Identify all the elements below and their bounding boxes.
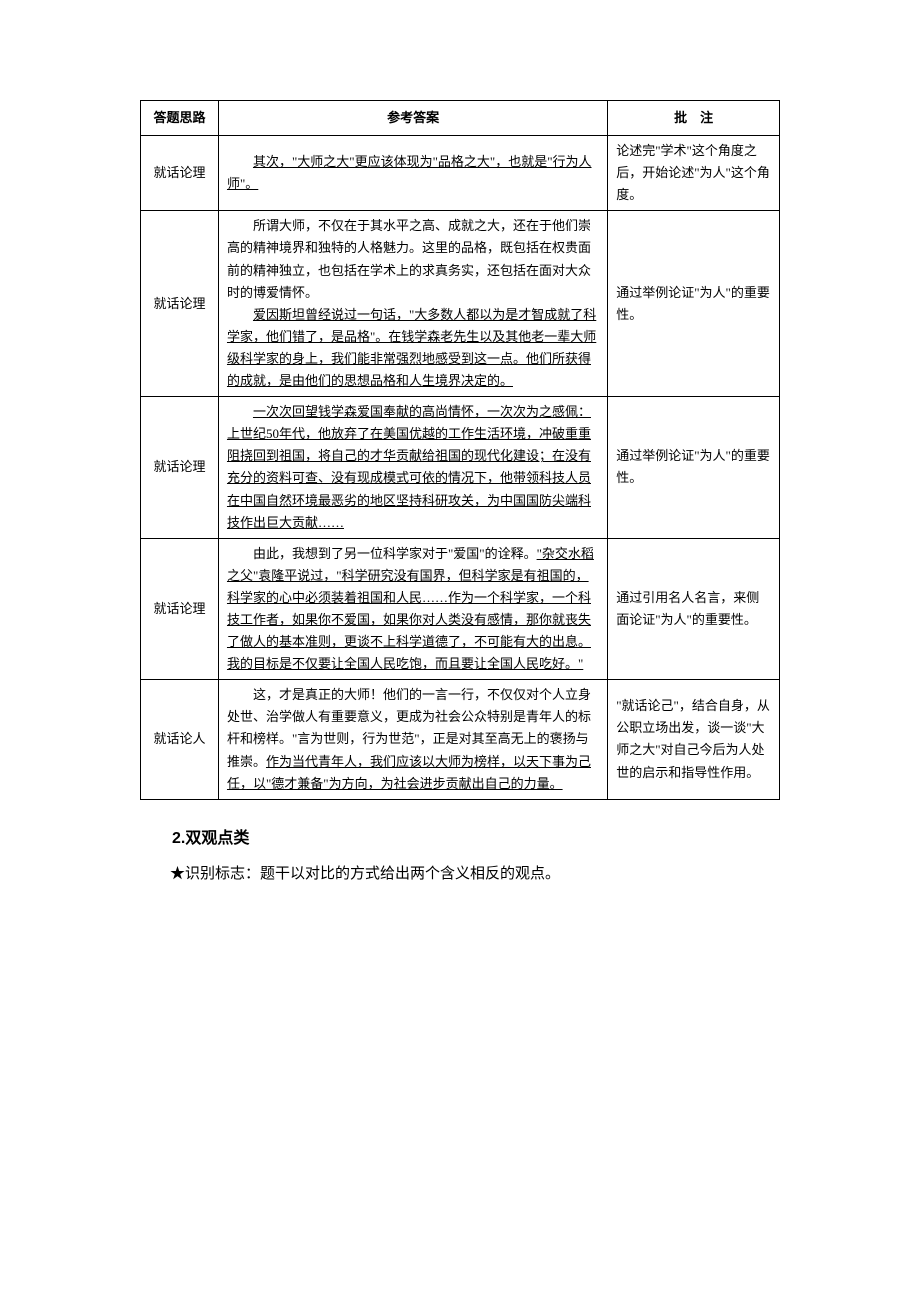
table-row: 就话论理 由此，我想到了另一位科学家对于"爱国"的诠释。"杂交水稻之父"袁隆平说… (141, 538, 780, 680)
section-heading: 2.双观点类 (140, 824, 780, 848)
header-answer: 参考答案 (218, 101, 607, 136)
header-thought: 答题思路 (141, 101, 219, 136)
cell-answer: 一次次回望钱学森爱国奉献的高尚情怀，一次次为之感佩：上世纪50年代，他放弃了在美… (218, 397, 607, 539)
header-note: 批 注 (608, 101, 780, 136)
answer-pre: 由此，我想到了另一位科学家对于"爱国"的诠释。 (253, 546, 537, 561)
table-row: 就话论理 一次次回望钱学森爱国奉献的高尚情怀，一次次为之感佩：上世纪50年代，他… (141, 397, 780, 539)
cell-thought: 就话论理 (141, 211, 219, 397)
table-row: 就话论理 其次，"大师之大"更应该体现为"品格之大"，也就是"行为人师"。 论述… (141, 136, 780, 211)
answer-underline: "杂交水稻之父"袁隆平说过，"科学研究没有国界，但科学家是有祖国的，科学家的心中… (227, 546, 594, 671)
answer-underline: 其次，"大师之大"更应该体现为"品格之大"，也就是"行为人师"。 (227, 154, 592, 191)
cell-thought: 就话论理 (141, 136, 219, 211)
cell-thought: 就话论理 (141, 397, 219, 539)
table-row: 就话论理 所谓大师，不仅在于其水平之高、成就之大，还在于他们崇高的精神境界和独特… (141, 211, 780, 397)
cell-note: 论述完"学术"这个角度之后，开始论述"为人"这个角度。 (608, 136, 780, 211)
answer-pre: 所谓大师，不仅在于其水平之高、成就之大，还在于他们崇高的精神境界和独特的人格魅力… (227, 218, 591, 299)
section-sub: ★识别标志：题干以对比的方式给出两个含义相反的观点。 (140, 862, 780, 883)
table-row: 就话论人 这，才是真正的大师！他们的一言一行，不仅仅对个人立身处世、治学做人有重… (141, 680, 780, 799)
cell-note: 通过举例论证"为人"的重要性。 (608, 397, 780, 539)
cell-answer: 其次，"大师之大"更应该体现为"品格之大"，也就是"行为人师"。 (218, 136, 607, 211)
cell-thought: 就话论人 (141, 680, 219, 799)
answer-underline: 一次次回望钱学森爱国奉献的高尚情怀，一次次为之感佩：上世纪50年代，他放弃了在美… (227, 404, 591, 529)
cell-note: 通过举例论证"为人"的重要性。 (608, 211, 780, 397)
cell-thought: 就话论理 (141, 538, 219, 680)
cell-answer: 这，才是真正的大师！他们的一言一行，不仅仅对个人立身处世、治学做人有重要意义，更… (218, 680, 607, 799)
cell-answer: 由此，我想到了另一位科学家对于"爱国"的诠释。"杂交水稻之父"袁隆平说过，"科学… (218, 538, 607, 680)
table-header-row: 答题思路 参考答案 批 注 (141, 101, 780, 136)
cell-answer: 所谓大师，不仅在于其水平之高、成就之大，还在于他们崇高的精神境界和独特的人格魅力… (218, 211, 607, 397)
cell-note: "就话论己"，结合自身，从公职立场出发，谈一谈"大师之大"对自己今后为人处世的启… (608, 680, 780, 799)
answer-underline: 作为当代青年人，我们应该以大师为榜样，以天下事为己任，以"德才兼备"为方向，为社… (227, 754, 591, 791)
reference-table: 答题思路 参考答案 批 注 就话论理 其次，"大师之大"更应该体现为"品格之大"… (140, 100, 780, 800)
cell-note: 通过引用名人名言，来侧面论证"为人"的重要性。 (608, 538, 780, 680)
answer-underline: 爱因斯坦曾经说过一句话，"大多数人都以为是才智成就了科学家，他们错了，是品格"。… (227, 307, 596, 388)
